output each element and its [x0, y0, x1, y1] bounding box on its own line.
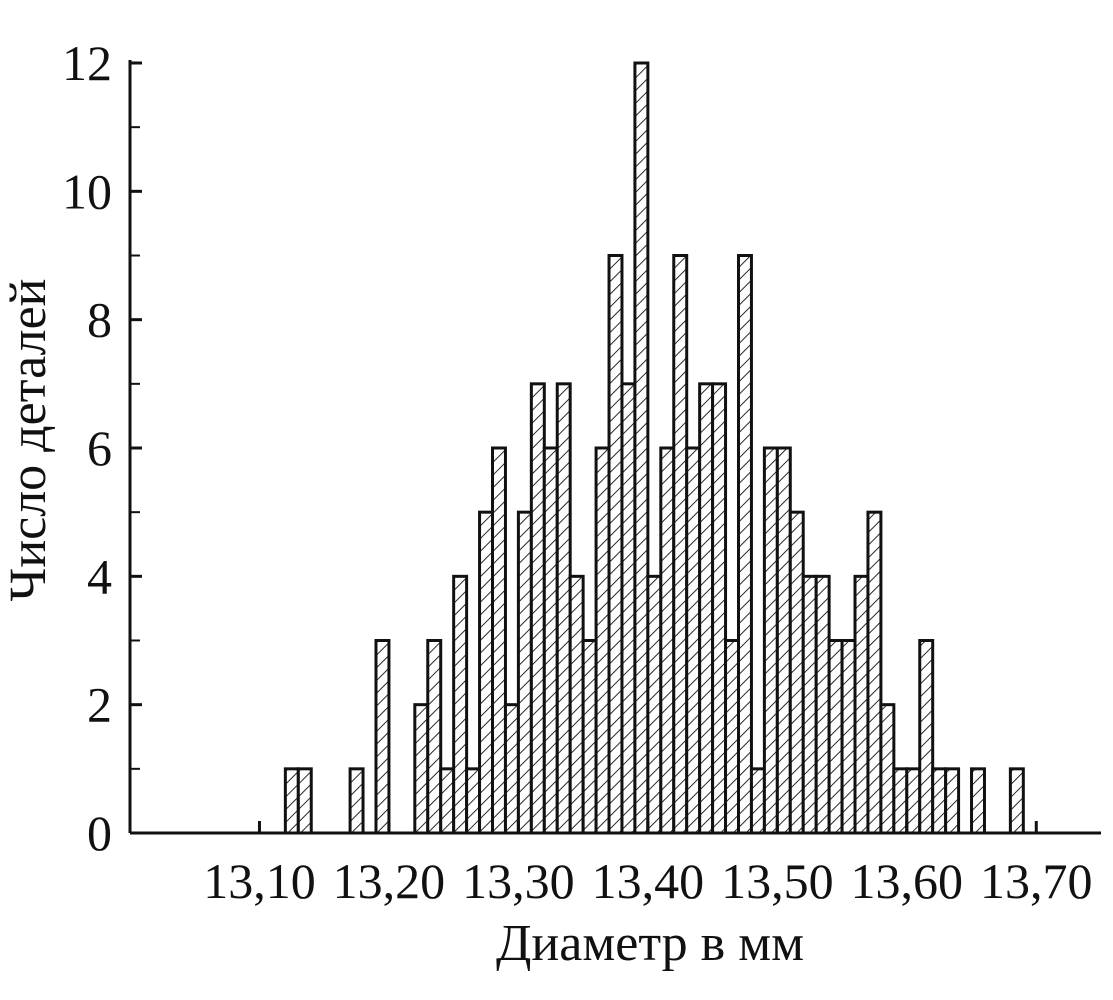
bar: [439, 767, 456, 835]
x-tick-label: 13,20: [333, 853, 446, 909]
bar: [672, 254, 689, 835]
bar: [918, 639, 935, 835]
bar: [646, 574, 663, 835]
bar: [413, 703, 430, 835]
y-tick-label: 10: [62, 163, 112, 219]
bar: [542, 446, 559, 835]
bar: [555, 382, 572, 835]
bar: [827, 639, 844, 835]
y-tick-label: 8: [87, 292, 112, 348]
bar: [970, 767, 986, 835]
bar: [749, 767, 766, 835]
bar: [840, 639, 857, 835]
bar: [516, 510, 533, 835]
bar: [775, 446, 792, 835]
bar: [581, 639, 598, 835]
bar: [478, 510, 495, 835]
x-tick-label: 13,70: [980, 853, 1093, 909]
y-tick-label: 4: [87, 548, 112, 604]
bar: [594, 446, 611, 835]
bar: [892, 767, 909, 835]
bar: [814, 574, 831, 835]
bar: [1008, 767, 1025, 835]
y-tick-label: 6: [87, 420, 112, 476]
y-axis-title: Число деталей: [0, 279, 57, 602]
bar: [931, 767, 948, 835]
bar: [879, 703, 896, 835]
bar: [736, 254, 753, 835]
bar: [944, 767, 961, 835]
bar: [659, 446, 676, 835]
x-tick-label: 13,10: [203, 853, 316, 909]
bar: [426, 639, 443, 835]
bar: [905, 767, 922, 835]
x-axis-title: Диаметр в мм: [496, 915, 804, 972]
y-tick-label: 0: [87, 805, 112, 861]
bar: [452, 574, 469, 835]
bar: [788, 510, 805, 835]
x-tick-label: 13,30: [462, 853, 575, 909]
bar: [374, 639, 391, 835]
x-tick-label: 13,60: [851, 853, 964, 909]
bar: [491, 446, 507, 835]
x-tick-label: 13,50: [721, 853, 834, 909]
bar: [711, 382, 728, 835]
bar: [633, 61, 650, 835]
bar: [465, 767, 482, 835]
bar: [685, 446, 702, 835]
y-tick-label: 12: [62, 35, 112, 91]
y-tick-label: 2: [87, 677, 112, 733]
bar: [866, 510, 883, 835]
bar: [283, 767, 300, 835]
bar: [698, 382, 715, 835]
bar: [529, 382, 546, 835]
bar: [762, 446, 779, 835]
bar: [620, 382, 637, 835]
bar: [348, 767, 365, 835]
bar: [801, 574, 818, 835]
x-tick-label: 13,40: [592, 853, 705, 909]
bar: [296, 767, 313, 835]
bar: [724, 639, 740, 835]
bar: [853, 574, 870, 835]
bar: [568, 574, 585, 835]
bar: [607, 254, 624, 835]
bar: [503, 703, 520, 835]
